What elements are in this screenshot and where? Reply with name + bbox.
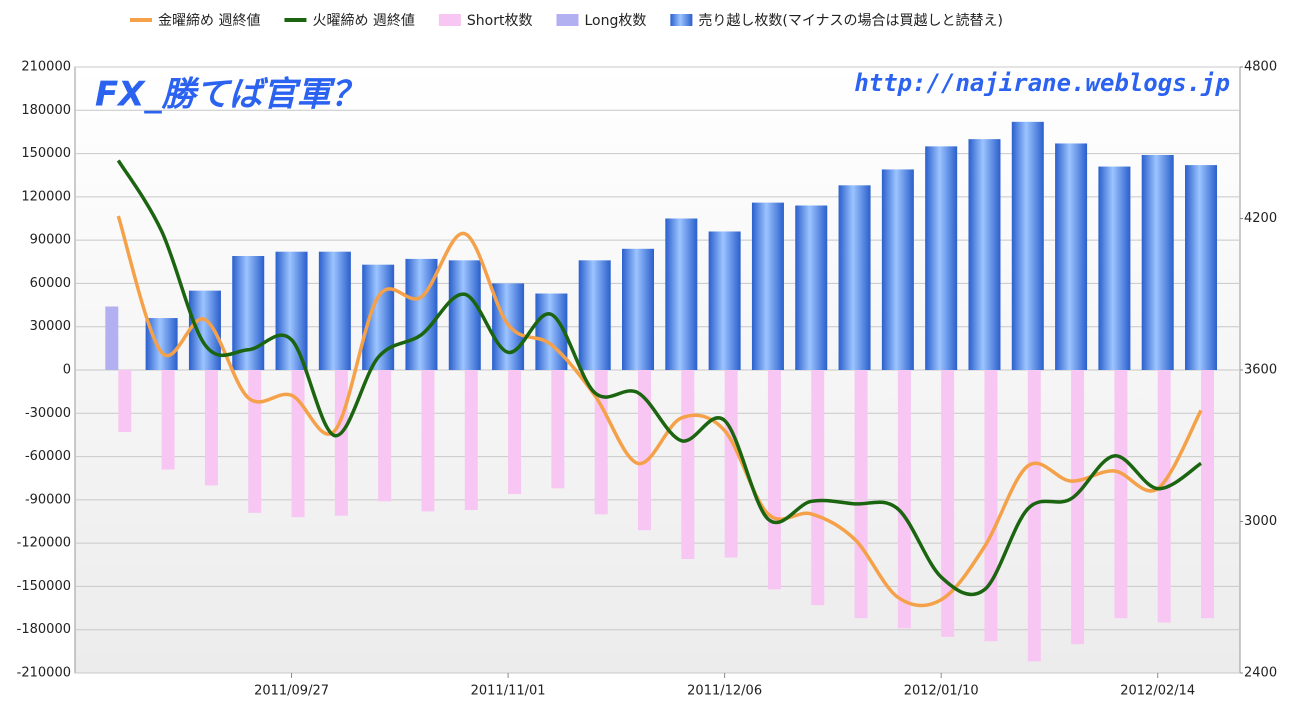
long-bar xyxy=(105,306,119,370)
short-bar xyxy=(508,370,522,495)
short-bar xyxy=(1157,370,1171,623)
net-bar xyxy=(838,185,871,370)
y-tick-label: -210000 xyxy=(17,666,71,681)
legend-swatch xyxy=(670,14,693,26)
net-bar xyxy=(751,202,784,370)
net-bar xyxy=(362,264,395,370)
short-bar xyxy=(681,370,695,560)
legend-label: 火曜締め 週終値 xyxy=(312,12,414,29)
net-bar xyxy=(1098,166,1131,370)
net-bar xyxy=(1055,143,1088,370)
y-tick-label: -180000 xyxy=(17,622,71,637)
short-bar xyxy=(1027,370,1041,662)
legend-label: Short枚数 xyxy=(467,13,533,29)
y-tick-label: 30000 xyxy=(30,319,71,334)
short-bar xyxy=(161,370,175,470)
y-tick-label: -60000 xyxy=(25,449,71,464)
short-bar xyxy=(551,370,565,489)
short-bar xyxy=(204,370,218,486)
annotation-title: FX_勝てば官軍？ xyxy=(95,75,365,115)
short-bar xyxy=(1114,370,1128,619)
legend-label: 売り越し枚数(マイナスの場合は買越しと読替え) xyxy=(698,12,1003,29)
y-tick-label: 90000 xyxy=(30,233,71,248)
net-bar xyxy=(665,218,698,370)
short-bar xyxy=(767,370,781,590)
short-bar xyxy=(724,370,738,558)
legend-label: Long枚数 xyxy=(584,13,646,29)
x-tick-label: 2012/02/14 xyxy=(1120,684,1195,699)
net-bar xyxy=(1141,155,1174,370)
short-bar xyxy=(638,370,652,531)
y-tick-label: -90000 xyxy=(25,492,71,507)
legend-swatch xyxy=(556,14,579,26)
y2-tick-label: 2400 xyxy=(1244,666,1277,681)
short-bar xyxy=(811,370,825,606)
y-tick-label: 210000 xyxy=(21,60,71,75)
y-tick-label: 120000 xyxy=(21,189,71,204)
short-bar xyxy=(897,370,911,629)
net-bar xyxy=(1185,165,1218,370)
short-bar xyxy=(854,370,868,619)
legend-label: 金曜締め 週終値 xyxy=(158,12,260,29)
short-bar xyxy=(464,370,478,510)
annotation-url: http://najirane.weblogs.jp xyxy=(854,69,1230,97)
short-bar xyxy=(1071,370,1085,645)
short-bar xyxy=(941,370,955,637)
net-bar xyxy=(881,169,914,370)
x-tick-label: 2011/12/06 xyxy=(687,684,762,699)
x-tick-label: 2012/01/10 xyxy=(904,684,979,699)
short-bar xyxy=(1201,370,1215,619)
net-bar xyxy=(795,205,828,370)
net-bar xyxy=(1011,121,1044,370)
short-bar xyxy=(334,370,348,516)
legend-swatch xyxy=(438,14,461,26)
short-bar xyxy=(984,370,998,642)
short-bar xyxy=(291,370,305,518)
net-bar xyxy=(448,260,481,370)
short-bar xyxy=(421,370,435,512)
short-bar xyxy=(378,370,392,502)
net-bar xyxy=(968,139,1001,370)
y2-tick-label: 3600 xyxy=(1244,363,1277,378)
net-bar xyxy=(578,260,611,370)
net-bar xyxy=(275,251,308,370)
y-tick-label: -150000 xyxy=(17,579,71,594)
y-tick-label: 150000 xyxy=(21,146,71,161)
net-bar xyxy=(622,248,655,370)
y-tick-label: 180000 xyxy=(21,103,71,118)
line-series xyxy=(116,215,1203,608)
short-bar xyxy=(594,370,608,515)
y2-tick-label: 4800 xyxy=(1244,60,1277,75)
y-tick-label: 0 xyxy=(63,363,71,378)
x-tick-label: 2011/11/01 xyxy=(471,684,546,699)
y-tick-label: 60000 xyxy=(30,276,71,291)
y-tick-label: -120000 xyxy=(17,536,71,551)
net-bar xyxy=(318,251,351,370)
net-bar xyxy=(708,231,741,370)
short-bar xyxy=(118,370,132,433)
line-series xyxy=(116,159,1203,597)
x-tick-label: 2011/09/27 xyxy=(254,684,329,699)
net-bar xyxy=(925,146,958,370)
y-tick-label: -30000 xyxy=(25,406,71,421)
short-bar xyxy=(248,370,262,513)
y2-tick-label: 3000 xyxy=(1244,514,1277,529)
y2-tick-label: 4200 xyxy=(1244,211,1277,226)
net-bar xyxy=(405,258,438,370)
